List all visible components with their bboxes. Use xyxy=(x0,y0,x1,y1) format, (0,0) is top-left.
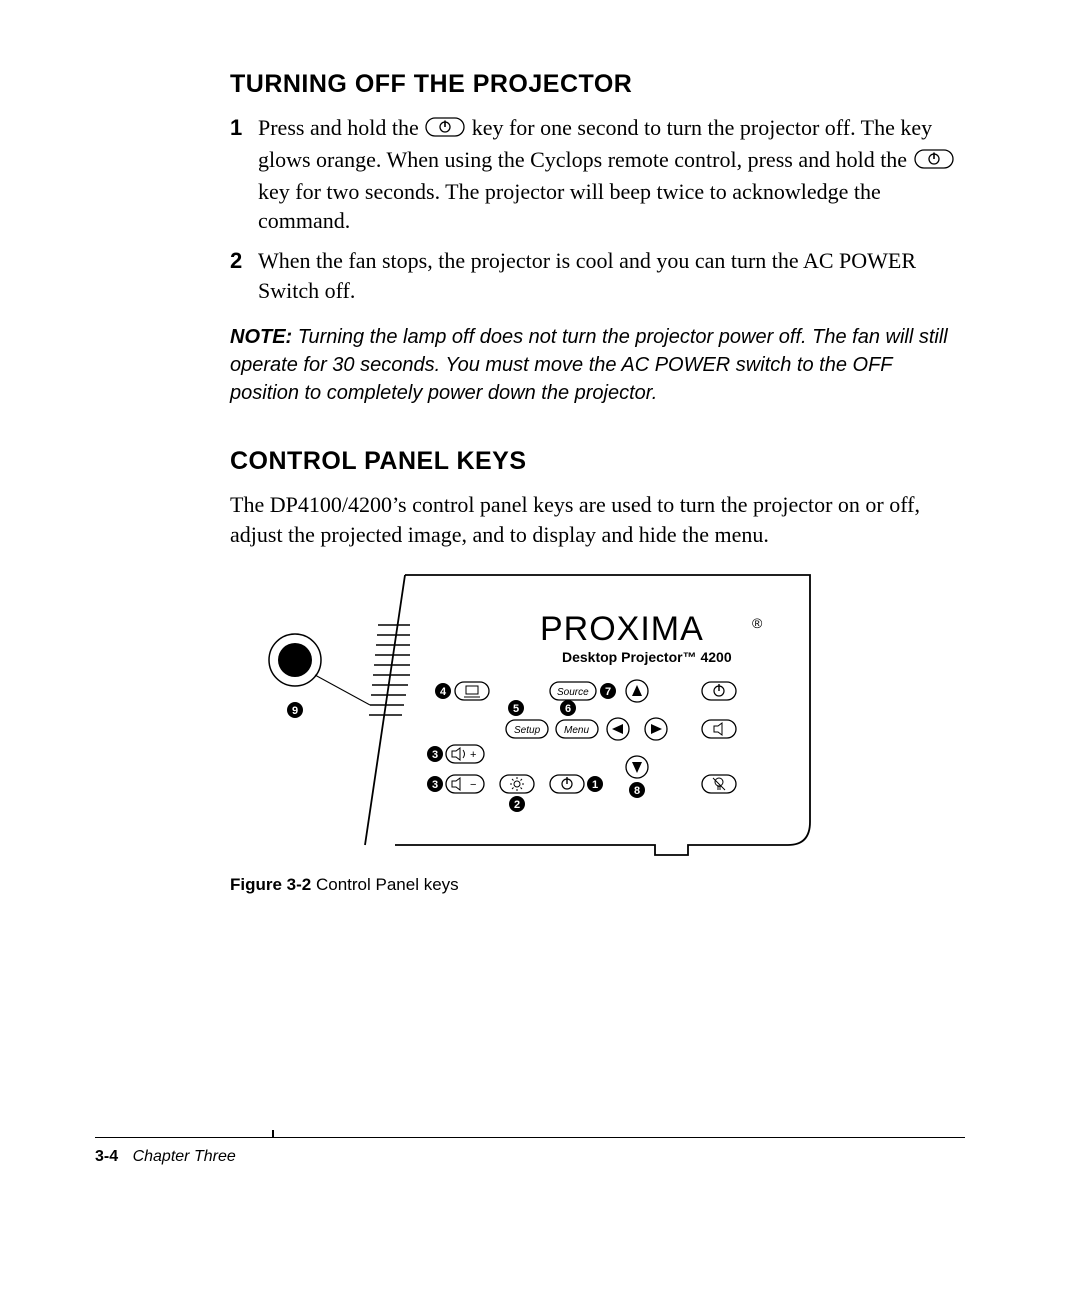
chapter-label: Chapter Three xyxy=(133,1148,236,1165)
brand-text: PROXIMA xyxy=(540,610,704,648)
volume-up-button: + xyxy=(446,745,484,763)
source-label: Source xyxy=(557,687,589,698)
callout-7: 7 xyxy=(605,686,611,698)
menu-label: Menu xyxy=(564,725,589,736)
footer-tick xyxy=(272,1130,274,1138)
up-arrow-button xyxy=(626,680,648,702)
callout-3b: 3 xyxy=(432,749,438,761)
step-marker: 1 xyxy=(230,113,258,236)
mute-button xyxy=(702,720,736,738)
brand-subtitle: Desktop Projector™ 4200 xyxy=(562,649,732,665)
svg-text:−: − xyxy=(470,779,476,791)
callout-3a: 3 xyxy=(432,779,438,791)
figure-label: Figure 3-2 xyxy=(230,875,311,894)
list-item: 1 Press and hold the key for one second … xyxy=(230,113,965,236)
figure-caption-text: Control Panel keys xyxy=(311,875,458,894)
down-arrow-button xyxy=(626,756,648,778)
step-text: Press and hold the xyxy=(258,115,424,140)
power-key-icon xyxy=(914,147,954,177)
document-page: TURNING OFF THE PROJECTOR 1 Press and ho… xyxy=(0,0,1080,1311)
left-arrow-button xyxy=(607,718,629,740)
control-panel-figure: PROXIMA ® Desktop Projector™ 4200 Source xyxy=(230,570,965,895)
heading-turning-off: TURNING OFF THE PROJECTOR xyxy=(230,70,965,99)
right-arrow-button xyxy=(645,718,667,740)
page-number: 3-4 xyxy=(95,1148,118,1165)
section-intro: The DP4100/4200’s control panel keys are… xyxy=(230,490,965,549)
lamp-status-button xyxy=(702,775,736,793)
turning-off-steps: 1 Press and hold the key for one second … xyxy=(230,113,965,305)
registered-icon: ® xyxy=(752,615,763,631)
page-footer: 3-4 Chapter Three xyxy=(95,1137,965,1166)
callout-4: 4 xyxy=(440,686,447,698)
lamp-power-button xyxy=(550,775,584,793)
note-block: NOTE: Turning the lamp off does not turn… xyxy=(230,323,965,407)
step-body: Press and hold the key for one second to… xyxy=(258,113,965,236)
callout-2: 2 xyxy=(514,799,520,811)
callout-1: 1 xyxy=(592,779,598,791)
step-text: key for two seconds. The projector will … xyxy=(258,179,881,234)
setup-label: Setup xyxy=(514,725,541,736)
volume-down-button: − xyxy=(446,775,484,793)
list-item: 2 When the fan stops, the projector is c… xyxy=(230,246,965,305)
callout-8: 8 xyxy=(634,785,640,797)
power-button xyxy=(702,682,736,700)
callout-5: 5 xyxy=(513,703,519,715)
figure-caption: Figure 3-2 Control Panel keys xyxy=(230,875,965,895)
power-key-icon xyxy=(425,115,465,145)
callout-6: 6 xyxy=(565,703,571,715)
step-marker: 2 xyxy=(230,246,258,305)
step-text: When the fan stops, the projector is coo… xyxy=(258,246,965,305)
brightness-button xyxy=(500,775,534,793)
heading-control-panel: CONTROL PANEL KEYS xyxy=(230,447,965,476)
note-label: NOTE: xyxy=(230,326,292,348)
callout-9: 9 xyxy=(292,705,298,717)
note-text: Turning the lamp off does not turn the p… xyxy=(230,326,948,404)
svg-text:+: + xyxy=(470,749,476,761)
cyclops-sensor xyxy=(278,643,312,677)
